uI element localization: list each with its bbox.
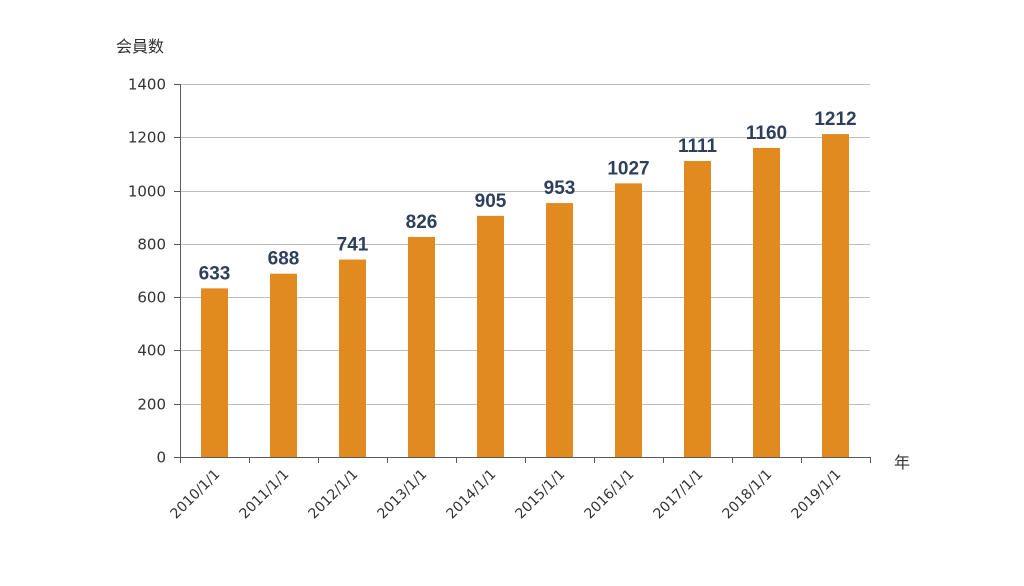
y-tick-label: 1400 <box>128 76 166 94</box>
y-tick-label: 400 <box>137 342 166 360</box>
y-tick-label: 800 <box>137 236 166 254</box>
x-tick-label: 2012/1/1 <box>306 467 362 523</box>
data-label: 1111 <box>678 136 718 157</box>
x-tick-label: 2015/1/1 <box>513 467 569 523</box>
bar <box>201 288 228 457</box>
bar <box>270 273 297 457</box>
x-tick-label: 2017/1/1 <box>651 467 707 523</box>
bar <box>546 203 573 457</box>
data-label: 688 <box>268 249 300 270</box>
data-label: 1027 <box>607 158 649 179</box>
bar <box>684 160 711 457</box>
y-tick-label: 600 <box>137 289 166 307</box>
bar <box>753 147 780 457</box>
x-tick-label: 2010/1/1 <box>168 467 224 523</box>
x-tick-label: 2014/1/1 <box>444 467 500 523</box>
y-axis-title: 会員数 <box>116 37 164 56</box>
bars <box>201 134 849 458</box>
axes <box>174 84 871 463</box>
x-tick-label: 2016/1/1 <box>582 467 638 523</box>
data-label: 1160 <box>746 123 787 144</box>
data-label: 953 <box>544 178 576 199</box>
bar <box>615 183 642 457</box>
y-tick-label: 0 <box>156 449 166 467</box>
x-tick-label: 2019/1/1 <box>789 467 845 523</box>
bar <box>339 259 366 457</box>
y-tick-label: 200 <box>137 396 166 414</box>
bar <box>408 236 435 457</box>
data-label: 741 <box>337 235 369 256</box>
bar <box>477 215 504 457</box>
data-label: 1212 <box>814 109 856 130</box>
x-tick-label: 2013/1/1 <box>375 467 431 523</box>
x-tick-label: 2011/1/1 <box>237 467 293 523</box>
x-axis-title: 年 <box>894 453 910 472</box>
x-tick-label: 2018/1/1 <box>720 467 776 523</box>
y-tick-label: 1000 <box>128 183 166 201</box>
y-tick-label: 1200 <box>128 129 166 147</box>
data-label: 826 <box>406 212 438 233</box>
data-label: 633 <box>199 263 231 284</box>
data-label: 905 <box>475 191 507 212</box>
bar <box>822 134 849 458</box>
